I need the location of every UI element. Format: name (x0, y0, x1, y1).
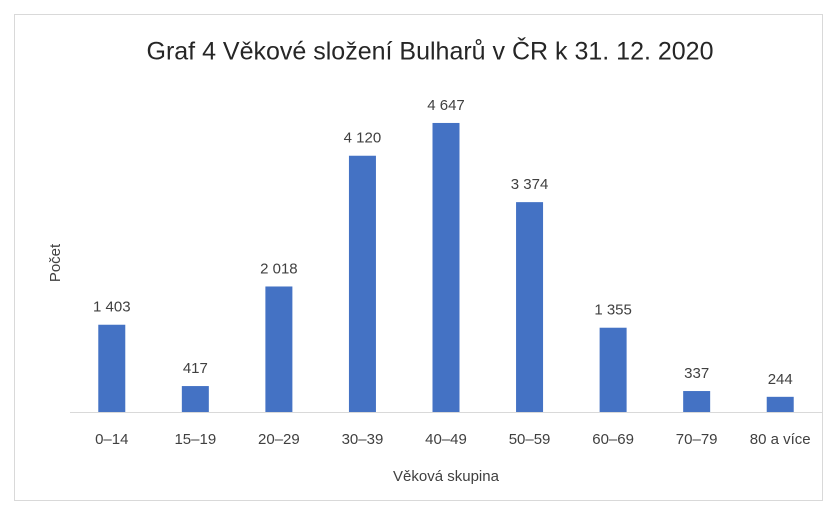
data-label: 417 (183, 360, 208, 377)
bar (516, 202, 544, 412)
data-label: 4 120 (344, 130, 382, 147)
bar (766, 396, 794, 412)
bar (181, 386, 209, 412)
x-tick-label: 15–19 (174, 431, 216, 448)
chart-title: Graf 4 Věkové složení Bulharů v ČR k 31.… (147, 37, 714, 66)
x-tick-label: 0–14 (95, 431, 128, 448)
x-tick-label: 70–79 (676, 431, 718, 448)
bar (265, 286, 293, 412)
data-label: 337 (684, 365, 709, 382)
bar (432, 122, 460, 412)
x-tick-label: 30–39 (342, 431, 384, 448)
data-label: 1 403 (93, 299, 131, 316)
bar (348, 155, 376, 412)
chart-border (14, 14, 823, 501)
bar (599, 327, 627, 412)
data-label: 2 018 (260, 260, 298, 277)
data-label: 3 374 (511, 176, 549, 193)
x-tick-label: 50–59 (509, 431, 551, 448)
x-axis-title: Věková skupina (393, 468, 500, 485)
bar (98, 324, 126, 412)
data-label: 4 647 (427, 97, 465, 114)
x-tick-label: 60–69 (592, 431, 634, 448)
bar (683, 391, 711, 412)
x-tick-label: 20–29 (258, 431, 300, 448)
x-tick-label: 80 a více (750, 431, 811, 448)
data-label: 1 355 (594, 302, 632, 319)
x-tick-label: 40–49 (425, 431, 467, 448)
data-label: 244 (768, 371, 793, 388)
y-axis-title: Počet (47, 243, 64, 282)
